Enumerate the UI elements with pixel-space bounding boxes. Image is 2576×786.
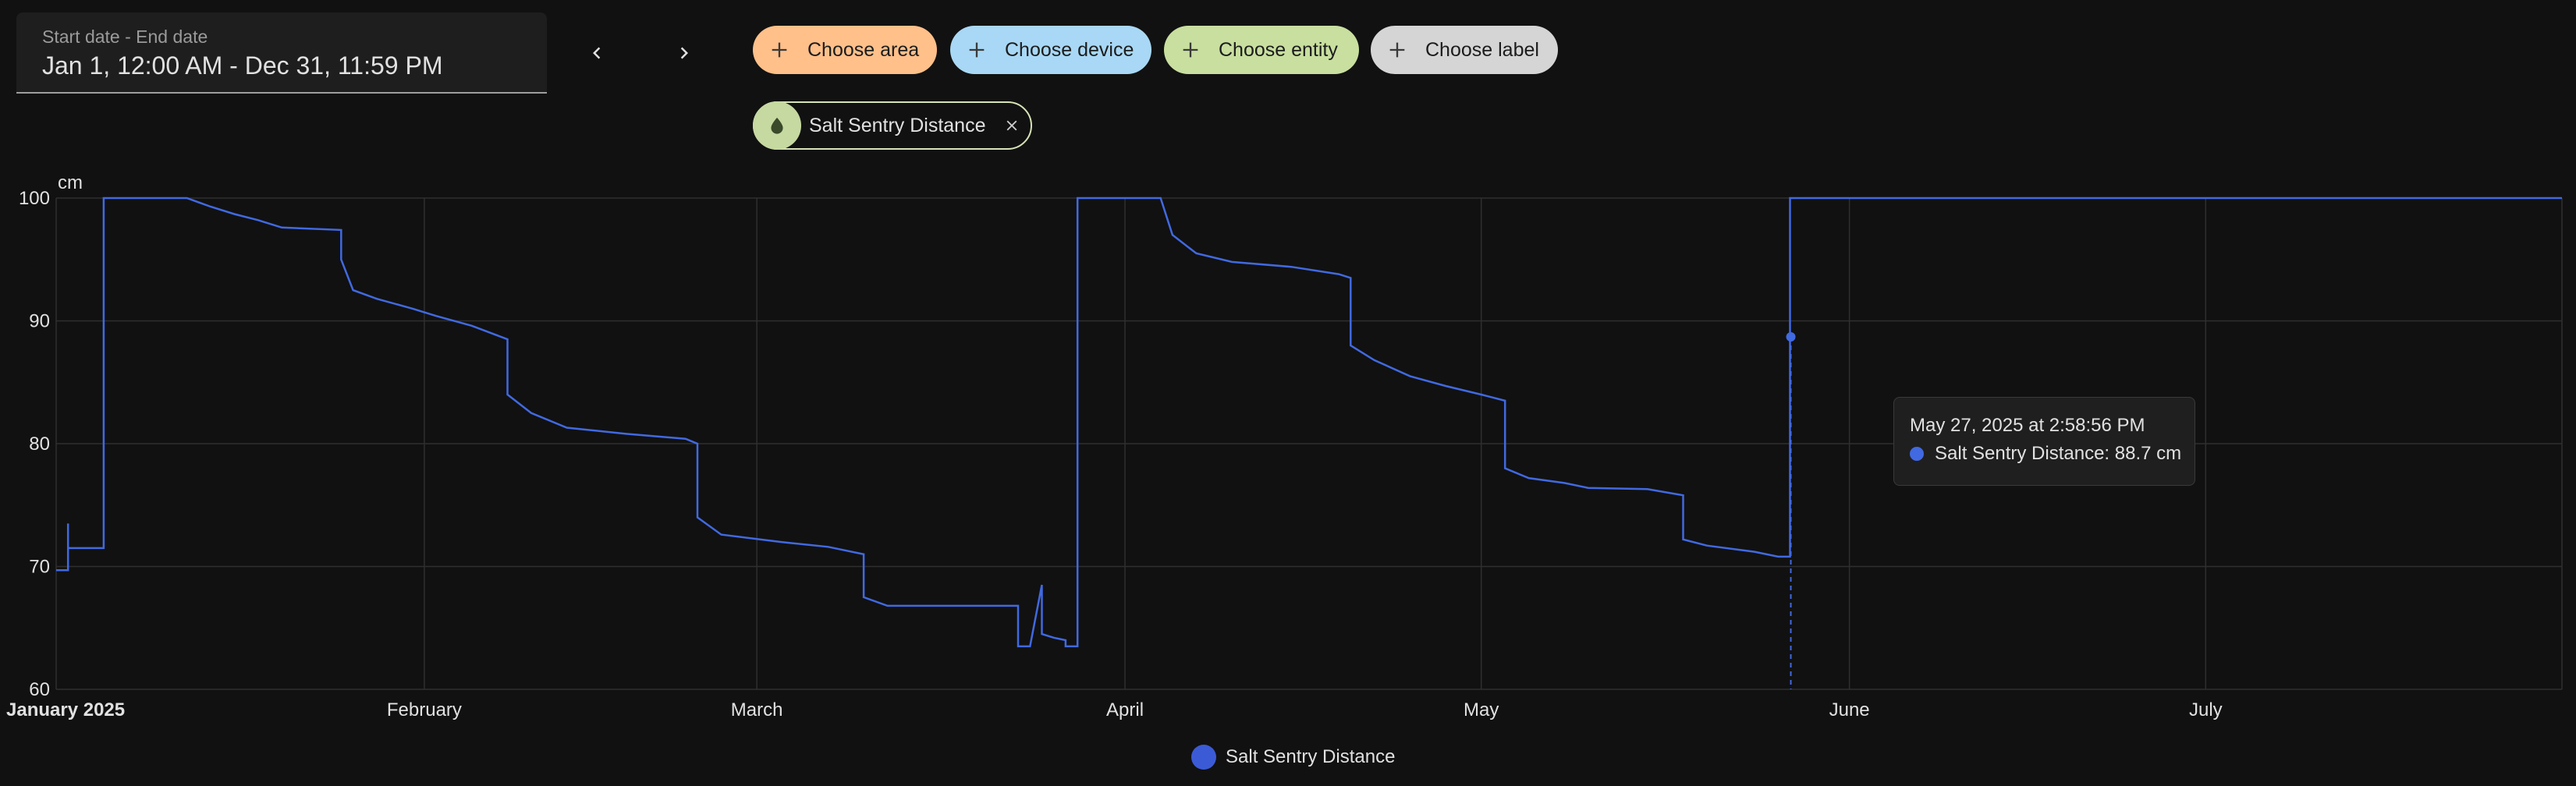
selected-entity-label: Salt Sentry Distance xyxy=(809,114,986,136)
tooltip-series-label: Salt Sentry Distance: 88.7 cm xyxy=(1935,443,2182,464)
x-tick-label: June xyxy=(1829,699,1870,720)
water-drop-icon xyxy=(771,117,783,134)
y-tick-label: 90 xyxy=(29,311,50,332)
x-tick-label: April xyxy=(1106,699,1144,720)
next-period-button[interactable] xyxy=(659,28,709,78)
x-tick-label: May xyxy=(1464,699,1499,720)
date-range-value[interactable]: Jan 1, 12:00 AM - Dec 31, 11:59 PM xyxy=(42,51,443,80)
y-tick-label: 70 xyxy=(29,557,50,578)
y-axis-unit: cm xyxy=(58,172,83,193)
plus-icon xyxy=(1389,42,1405,58)
y-tick-label: 60 xyxy=(29,679,50,700)
series-line-salt-sentry-distance[interactable] xyxy=(56,196,2562,648)
chart-legend-item[interactable]: Salt Sentry Distance xyxy=(1191,745,1395,770)
chart-tooltip: May 27, 2025 at 2:58:56 PM Salt Sentry D… xyxy=(1893,397,2195,486)
plus-icon xyxy=(772,42,787,58)
close-icon[interactable] xyxy=(1003,117,1020,134)
x-axis-ticks: January 2025 February March April May June Jul… xyxy=(6,699,2223,720)
choose-entity-label: Choose entity xyxy=(1219,38,1338,61)
chevron-right-icon xyxy=(680,47,688,59)
tooltip-series-dot xyxy=(1910,447,1924,461)
choose-entity-chip[interactable]: Choose entity xyxy=(1164,26,1359,74)
x-tick-label: February xyxy=(387,699,462,720)
choose-area-chip[interactable]: Choose area xyxy=(753,26,937,74)
y-tick-label: 80 xyxy=(29,434,50,455)
previous-period-button[interactable] xyxy=(572,28,622,78)
plus-icon xyxy=(1183,42,1198,58)
choose-label-chip[interactable]: Choose label xyxy=(1371,26,1558,74)
tooltip-series-row: Salt Sentry Distance: 88.7 cm xyxy=(1910,443,2181,465)
hover-point xyxy=(1786,331,1796,342)
plus-icon xyxy=(969,42,985,58)
entity-avatar xyxy=(753,101,801,150)
choose-label-label: Choose label xyxy=(1425,38,1539,61)
choose-device-chip[interactable]: Choose device xyxy=(950,26,1151,74)
x-tick-label: January 2025 xyxy=(6,699,125,720)
choose-area-label: Choose area xyxy=(807,38,920,61)
y-axis-ticks: 100 90 80 70 60 xyxy=(19,188,50,700)
x-tick-label: July xyxy=(2189,699,2223,720)
chevron-left-icon xyxy=(593,47,601,59)
legend-dot xyxy=(1191,745,1216,770)
y-tick-label: 100 xyxy=(19,188,50,209)
selected-entity-chip[interactable]: Salt Sentry Distance xyxy=(753,101,1032,150)
date-range-picker[interactable]: Start date - End date Jan 1, 12:00 AM - … xyxy=(16,12,547,94)
legend-label: Salt Sentry Distance xyxy=(1226,746,1396,767)
date-range-label: Start date - End date xyxy=(42,27,208,47)
tooltip-title: May 27, 2025 at 2:58:56 PM xyxy=(1910,415,2145,436)
x-tick-label: March xyxy=(731,699,783,720)
choose-device-label: Choose device xyxy=(1005,38,1134,61)
